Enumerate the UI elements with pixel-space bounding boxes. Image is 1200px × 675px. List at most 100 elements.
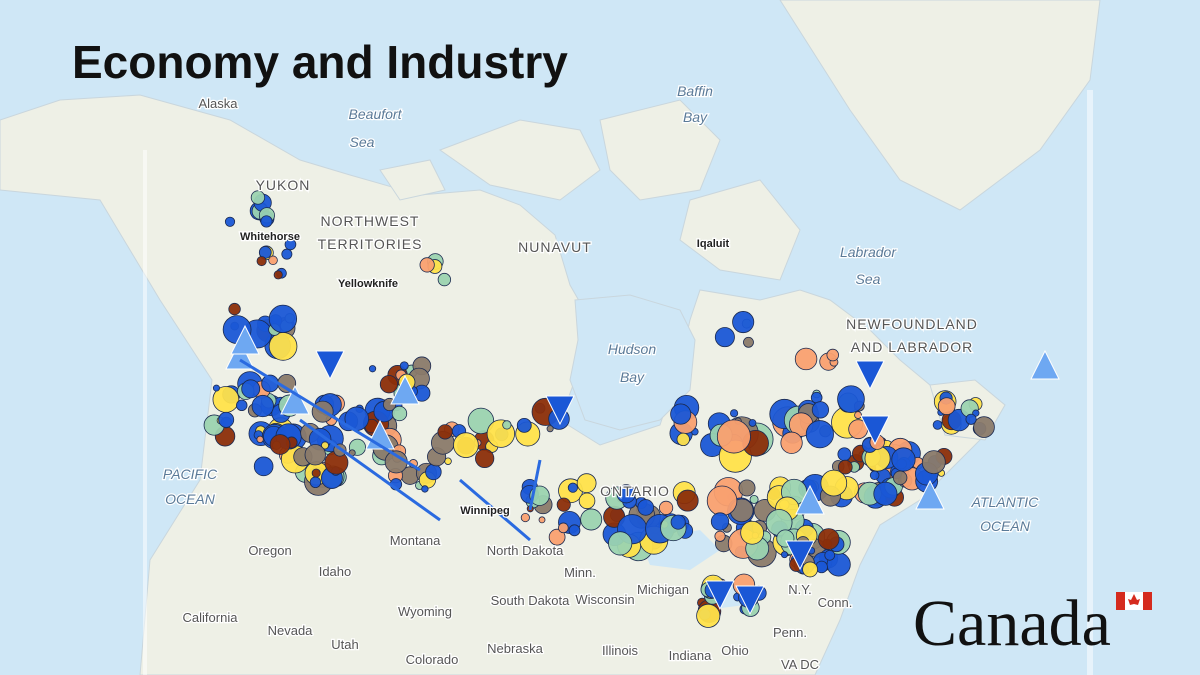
place-label: Alaska	[198, 96, 238, 111]
place-label: Sea	[856, 271, 881, 287]
place-label: Indiana	[669, 648, 712, 663]
site-marker	[676, 489, 699, 512]
site-marker	[309, 476, 322, 489]
place-label: Yellowknife	[338, 278, 398, 290]
place-label: VA DC	[781, 657, 819, 672]
facility-triangle	[545, 395, 575, 426]
site-marker	[921, 450, 946, 475]
pipeline	[528, 459, 542, 511]
site-marker	[873, 481, 898, 506]
site-marker	[781, 551, 789, 559]
place-label: Iqaluit	[697, 238, 730, 250]
place-label: YUKON	[256, 177, 311, 193]
site-marker	[716, 419, 751, 454]
site-marker	[567, 482, 578, 493]
site-marker	[576, 473, 597, 494]
canada-wordmark: Canada	[913, 587, 1152, 660]
site-marker	[224, 216, 236, 227]
place-label: Sea	[350, 134, 375, 150]
site-marker	[546, 425, 554, 433]
site-marker	[421, 485, 429, 493]
place-label: Idaho	[319, 564, 352, 579]
site-marker	[268, 255, 278, 266]
site-marker	[212, 384, 220, 392]
facility-triangle	[915, 479, 945, 510]
site-marker	[826, 348, 839, 362]
site-marker	[453, 432, 479, 459]
site-marker	[241, 379, 261, 399]
labels: Alaska Beaufort Sea Baffin Bay YUKON NORTHWEST…	[162, 82, 1041, 674]
site-marker	[676, 432, 690, 447]
site-marker	[811, 401, 830, 419]
place-label: Minn.	[564, 565, 596, 580]
site-marker	[256, 435, 264, 444]
site-marker	[284, 238, 297, 251]
place-label: North Dakota	[487, 543, 564, 558]
site-marker	[805, 420, 834, 449]
facility-triangle	[230, 324, 260, 355]
site-marker	[780, 431, 803, 454]
place-label: Baffin	[677, 83, 713, 99]
facility-triangle	[795, 484, 825, 515]
site-marker	[268, 332, 298, 361]
site-marker	[732, 311, 755, 334]
site-marker	[391, 405, 408, 422]
site-marker	[475, 448, 495, 469]
site-marker	[516, 417, 532, 433]
place-label: Labrador	[840, 244, 897, 260]
place-label: Nebraska	[487, 641, 543, 656]
site-marker	[311, 468, 321, 478]
place-label: Michigan	[637, 582, 689, 597]
facility-triangle	[785, 540, 815, 571]
site-marker	[250, 190, 266, 205]
site-marker	[580, 508, 603, 531]
place-label: Beaufort	[349, 106, 403, 122]
place-label: Montana	[390, 533, 441, 548]
place-label: California	[183, 610, 239, 625]
site-marker	[891, 447, 916, 472]
site-marker	[256, 256, 267, 267]
site-marker	[670, 403, 692, 425]
arctic-islands	[379, 99, 801, 281]
site-marker	[637, 499, 654, 516]
site-marker	[743, 336, 754, 348]
site-marker	[837, 447, 852, 462]
pipeline	[459, 478, 531, 542]
site-marker	[437, 424, 453, 440]
place-label: ATLANTIC	[971, 494, 1040, 510]
place-label: N.Y.	[788, 582, 812, 597]
site-marker	[696, 603, 721, 628]
site-marker	[748, 419, 757, 427]
place-label: PACIFIC	[163, 466, 218, 482]
site-marker	[817, 528, 840, 550]
site-marker	[749, 494, 759, 504]
place-label: AND LABRADOR	[851, 339, 973, 355]
facility-triangle	[705, 580, 735, 611]
facility-triangle	[280, 384, 310, 415]
place-label: Whitehorse	[240, 231, 300, 243]
flag-bar	[1143, 592, 1152, 610]
site-marker	[425, 463, 442, 481]
flag-bar	[1116, 592, 1125, 610]
place-label: NEWFOUNDLAND	[846, 316, 978, 332]
site-marker	[502, 420, 512, 430]
place-label: Wisconsin	[575, 592, 634, 607]
site-marker	[892, 470, 908, 486]
facility-triangle	[390, 374, 420, 405]
place-label: Ohio	[721, 643, 748, 658]
site-marker	[714, 327, 735, 348]
site-marker	[824, 549, 836, 561]
site-marker	[854, 411, 862, 419]
site-marker	[706, 485, 738, 517]
pipeline	[239, 358, 421, 472]
site-marker	[738, 479, 756, 497]
wordmark: Canada	[913, 587, 1111, 660]
site-marker	[260, 215, 273, 228]
site-marker	[670, 514, 686, 530]
place-label: Colorado	[406, 652, 459, 667]
place-label: Conn.	[818, 595, 853, 610]
facility-triangle	[225, 339, 255, 370]
place-label: ONTARIO	[600, 483, 670, 499]
site-marker	[228, 302, 241, 316]
place-label: Nevada	[268, 623, 314, 638]
